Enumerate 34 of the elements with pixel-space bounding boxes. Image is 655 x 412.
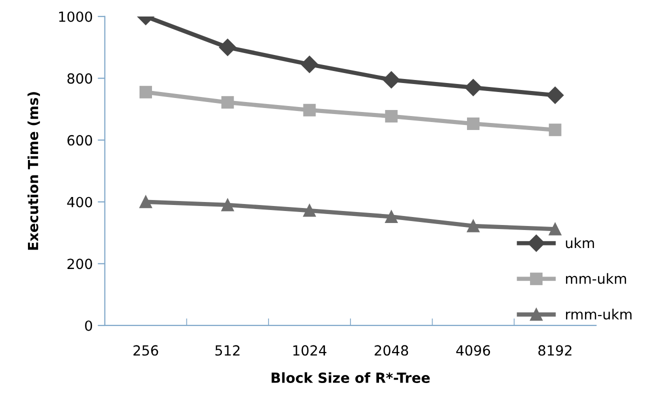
point bbox=[466, 220, 480, 232]
x-tick-label: 2048 bbox=[374, 345, 408, 356]
y-axis-title: Execution Time (ms) bbox=[28, 92, 40, 250]
y-tick-label: 600 bbox=[67, 135, 92, 146]
x-tick-label: 512 bbox=[215, 345, 240, 356]
point bbox=[219, 38, 236, 56]
legend-label: rmm-ukm bbox=[566, 308, 632, 320]
y-tick-label: 400 bbox=[67, 196, 92, 208]
point bbox=[221, 96, 234, 109]
x-tick-label: 1024 bbox=[293, 345, 326, 356]
x-tick-label: 4096 bbox=[456, 345, 490, 356]
y-tick-label: 200 bbox=[68, 258, 92, 270]
point bbox=[221, 198, 234, 212]
y-tick-label: 0 bbox=[85, 320, 92, 331]
point bbox=[303, 204, 316, 217]
point bbox=[382, 71, 400, 88]
legend-label: mm-ukm bbox=[566, 273, 626, 284]
point bbox=[139, 196, 152, 208]
point bbox=[464, 79, 482, 96]
point bbox=[139, 86, 152, 98]
x-tick-label: 256 bbox=[134, 345, 158, 356]
point bbox=[303, 104, 316, 116]
point bbox=[546, 86, 564, 104]
x-tick-label: 8192 bbox=[538, 345, 572, 356]
y-tick-label: 1000 bbox=[59, 11, 92, 22]
legend-label: ukm bbox=[566, 237, 594, 248]
point bbox=[466, 117, 480, 130]
point bbox=[385, 110, 398, 123]
point bbox=[300, 56, 318, 73]
point bbox=[548, 124, 562, 136]
point bbox=[385, 210, 398, 223]
point bbox=[548, 222, 562, 236]
x-axis-title: Block Size of R*-Tree bbox=[272, 372, 430, 384]
y-tick-label: 800 bbox=[67, 73, 92, 84]
